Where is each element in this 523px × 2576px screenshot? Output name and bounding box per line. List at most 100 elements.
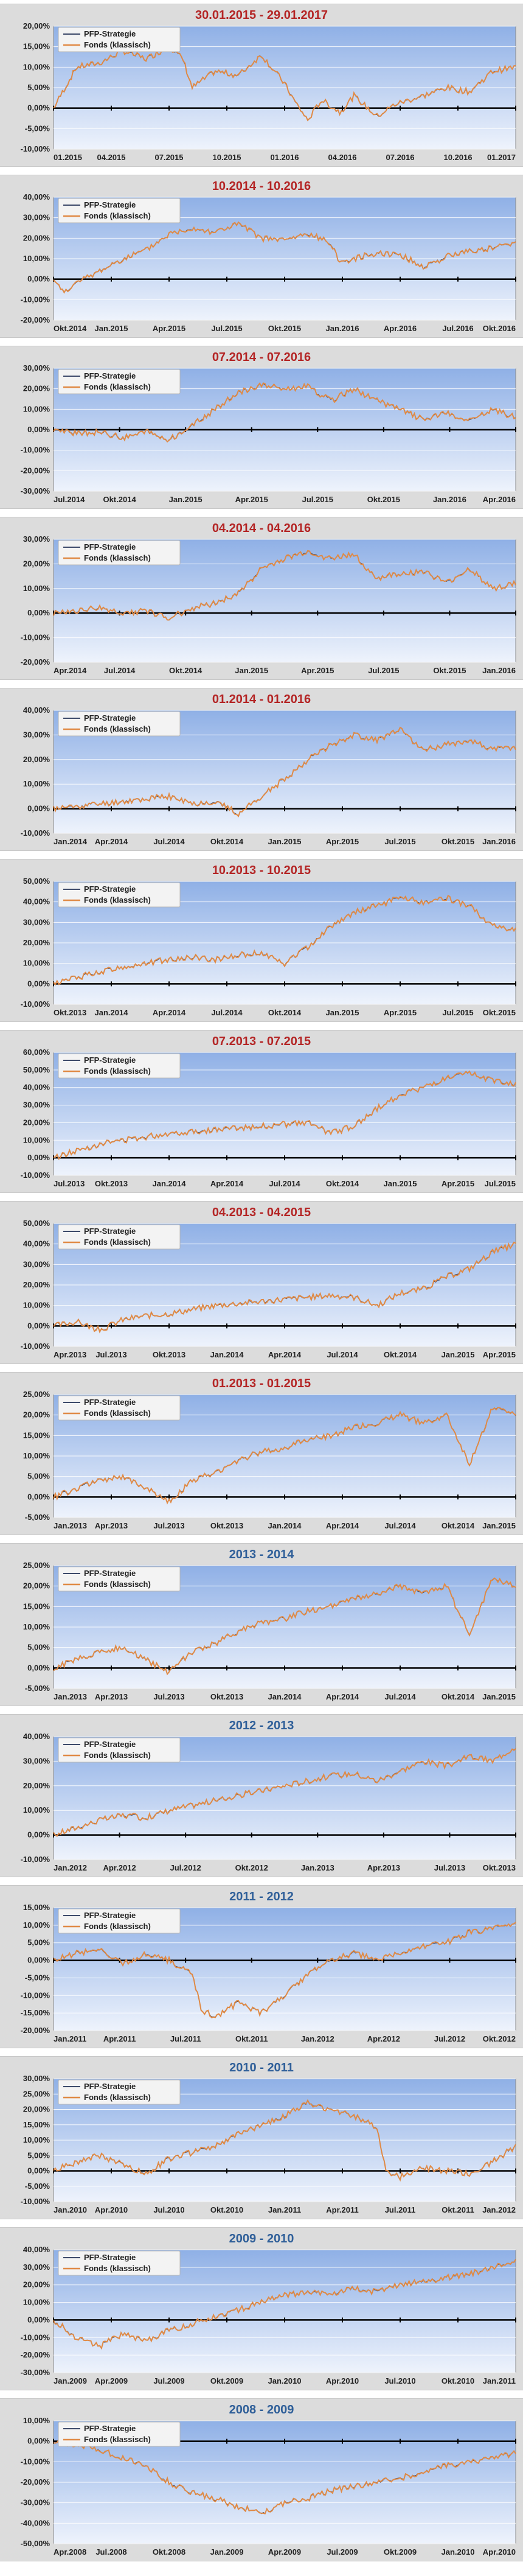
y-tick-label: 10,00% — [23, 62, 50, 71]
y-tick-label: 30,00% — [23, 213, 50, 222]
legend-box — [58, 1737, 181, 1763]
y-tick-label: 15,00% — [23, 1903, 50, 1912]
x-tick-label: Jan.2010 — [442, 2547, 475, 2557]
x-tick-label: Okt.2010 — [442, 2376, 474, 2385]
chart-title: 2013 - 2014 — [229, 1548, 295, 1561]
y-tick-label: 0,00% — [27, 103, 50, 113]
x-tick-label: Okt.2013 — [153, 1350, 185, 1359]
chart-title: 04.2014 - 04.2016 — [212, 522, 311, 535]
x-tick-label: Jul.2014 — [384, 1521, 416, 1530]
chart-panel: 04.2013 - 04.2015 50,00% 40,00% 30,00% 20,00… — [0, 1201, 523, 1364]
y-tick-label: 40,00% — [23, 705, 50, 715]
x-tick-label: Okt.2014 — [326, 1179, 359, 1188]
legend-box — [58, 2421, 181, 2447]
x-tick-label: Jan.2014 — [210, 1350, 244, 1359]
x-tick-label: Okt.2011 — [235, 2034, 268, 2043]
series-line-fund — [53, 550, 516, 621]
y-tick-label: -5,00% — [25, 1973, 50, 1982]
y-tick-label: 0,00% — [27, 804, 50, 813]
x-tick-label: Jan.2014 — [54, 837, 88, 846]
y-tick-label: 50,00% — [23, 1219, 50, 1228]
x-tick-label: Jul.2015 — [384, 837, 415, 846]
x-tick-label: Jul.2014 — [104, 666, 136, 675]
x-tick-label: Apr.2009 — [268, 2547, 301, 2557]
x-tick-label: Jul.2009 — [153, 2376, 184, 2385]
x-tick-label: Jan.2012 — [54, 1863, 87, 1872]
y-tick-label: 20,00% — [23, 384, 50, 393]
chart-panel: 30.01.2015 - 29.01.2017 20,00% 15,00% 10,00… — [0, 4, 523, 167]
y-tick-label: -10,00% — [21, 144, 50, 153]
x-tick-label: Apr.2012 — [103, 1863, 136, 1872]
x-tick-label: Jan.2012 — [482, 2205, 516, 2214]
x-tick-label: Apr.2013 — [367, 1863, 400, 1872]
legend-label-fund: Fonds (klassisch) — [84, 724, 151, 733]
chart-svg: 2008 - 2009 10,00% 0,00% -10,00% -20,00% -30,… — [21, 2403, 516, 2557]
chart-panel: 2012 - 2013 40,00% 30,00% 20,00% 10,00% 0,00%… — [0, 1714, 523, 1877]
y-tick-label: 60,00% — [23, 1048, 50, 1057]
y-tick-label: 10,00% — [23, 779, 50, 788]
y-tick-label: 10,00% — [23, 959, 50, 968]
chart-title: 10.2014 - 10.2016 — [212, 180, 311, 193]
x-tick-label: Jan.2014 — [153, 1179, 187, 1188]
x-tick-label: Apr.2015 — [235, 495, 268, 504]
x-tick-label: 01.2017 — [487, 153, 516, 162]
y-tick-label: 40,00% — [23, 1732, 50, 1741]
y-tick-label: -10,00% — [21, 633, 50, 642]
legend-label-strategy: PFP-Strategie — [84, 542, 136, 551]
y-tick-label: 10,00% — [23, 404, 50, 413]
x-tick-label: Jan.2013 — [54, 1521, 87, 1530]
legend-label-strategy: PFP-Strategie — [84, 1227, 136, 1236]
legend-box — [58, 540, 181, 565]
y-tick-label: -15,00% — [21, 2008, 50, 2017]
series-line-fund — [53, 894, 516, 986]
x-tick-label: Jan.2015 — [235, 666, 268, 675]
x-tick-label: Okt.2013 — [483, 1863, 516, 1872]
x-tick-label: Jul.2010 — [153, 2205, 184, 2214]
series-line-fund — [53, 382, 516, 443]
x-tick-label: Jul.2008 — [95, 2547, 126, 2557]
chart-panel: 07.2013 - 07.2015 60,00% 50,00% 40,00% 30,00… — [0, 1030, 523, 1193]
x-tick-label: Apr.2014 — [95, 837, 128, 846]
x-tick-label: Jan.2015 — [95, 324, 128, 333]
y-tick-label: 10,00% — [23, 1805, 50, 1815]
x-tick-label: 01.2016 — [271, 153, 299, 162]
x-tick-label: Okt.2014 — [169, 666, 203, 675]
legend-box — [58, 711, 181, 737]
y-tick-label: -5,00% — [25, 2182, 50, 2191]
y-tick-label: -10,00% — [21, 1990, 50, 2000]
chart-svg: 04.2013 - 04.2015 50,00% 40,00% 30,00% 20,00… — [21, 1206, 516, 1359]
x-tick-label: Okt.2013 — [210, 1521, 243, 1530]
series-line-fund — [53, 221, 516, 294]
x-tick-label: Jul.2015 — [442, 1008, 473, 1017]
legend-label-strategy: PFP-Strategie — [84, 200, 136, 209]
x-tick-label: Jan.2010 — [54, 2205, 87, 2214]
chart-svg: 04.2014 - 04.2016 30,00% 20,00% 10,00% 0,00%… — [21, 522, 516, 675]
y-tick-label: 0,00% — [27, 608, 50, 617]
y-tick-label: 20,00% — [23, 2105, 50, 2114]
x-tick-label: Jan.2015 — [442, 1350, 475, 1359]
y-tick-label: -30,00% — [21, 486, 50, 495]
x-tick-label: Apr.2009 — [95, 2376, 128, 2385]
x-tick-label: Apr.2014 — [326, 1692, 359, 1701]
x-tick-label: Jul.2014 — [384, 1692, 416, 1701]
chart-panel: 2013 - 2014 25,00% 20,00% 15,00% 10,00% 5,00%… — [0, 1543, 523, 1706]
y-tick-label: -10,00% — [21, 2197, 50, 2206]
x-tick-label: Jul.2014 — [327, 1350, 358, 1359]
x-tick-label: Okt.2015 — [433, 666, 466, 675]
y-tick-label: 10,00% — [23, 2416, 50, 2425]
legend-label-fund: Fonds (klassisch) — [84, 382, 151, 391]
series-line-fund — [53, 1577, 516, 1676]
y-tick-label: 0,00% — [27, 1321, 50, 1330]
legend-box — [58, 1908, 181, 1934]
y-tick-label: -10,00% — [21, 295, 50, 304]
x-tick-label: Apr.2014 — [210, 1179, 244, 1188]
legend-box — [58, 27, 181, 52]
y-tick-label: 5,00% — [27, 1472, 50, 1481]
x-tick-label: Jul.2015 — [211, 324, 242, 333]
y-tick-label: 20,00% — [23, 938, 50, 947]
x-tick-label: Jul.2015 — [302, 495, 333, 504]
x-tick-label: Okt.2011 — [442, 2205, 474, 2214]
